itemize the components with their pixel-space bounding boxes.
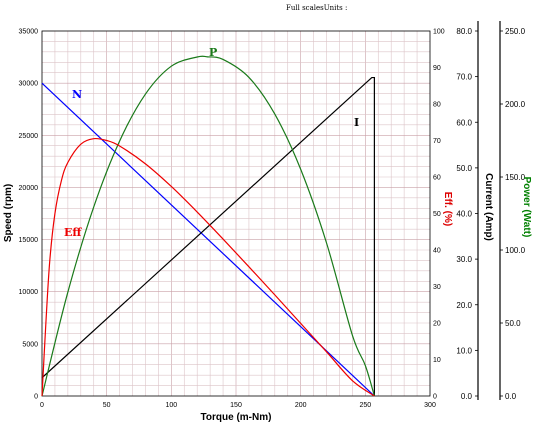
header-text: Full scalesUnits : (286, 4, 347, 12)
eff-tick-label: 10 (433, 357, 441, 364)
x-tick-label: 50 (103, 402, 111, 409)
current-tick-label: 10.0 (456, 346, 472, 355)
series-label-eff: Eff (64, 226, 82, 239)
speed-tick-label: 5000 (22, 341, 38, 348)
current-tick-label: 80.0 (456, 27, 472, 36)
eff-axis-title: Eff. (%) (442, 192, 453, 226)
current-tick-label: 0.0 (461, 392, 473, 401)
power-axis-title: Power (Watt) (521, 177, 532, 238)
speed-tick-label: 15000 (19, 237, 39, 244)
current-tick-label: 30.0 (456, 255, 472, 264)
current-axis-title: Current (Amp) (483, 173, 494, 241)
eff-tick-label: 50 (433, 211, 441, 218)
speed-tick-label: 30000 (19, 81, 39, 88)
speed-axis: 0 5000 10000 15000 20000 25000 30000 35000 (19, 29, 39, 401)
series-label-n: N (72, 88, 82, 101)
speed-tick-label: 10000 (19, 289, 39, 296)
series-label-p: P (209, 46, 217, 59)
x-tick-label: 200 (295, 402, 307, 409)
current-axis: 0.0 10.0 20.0 30.0 40.0 50.0 60.0 70.0 80.0 (456, 21, 479, 401)
current-tick-label: 60.0 (456, 118, 472, 127)
current-tick-label: 50.0 (456, 164, 472, 173)
eff-tick-label: 0 (433, 394, 437, 401)
eff-tick-label: 40 (433, 248, 441, 255)
speed-tick-label: 35000 (19, 29, 39, 36)
series-line-p (41, 55, 375, 397)
power-tick-label: 100.0 (505, 246, 526, 255)
current-tick-label: 40.0 (456, 210, 472, 219)
series-group (41, 55, 375, 397)
plot-frame (41, 30, 431, 397)
power-tick-label: 200.0 (505, 100, 526, 109)
eff-axis: 0 10 20 30 40 50 60 70 80 90 100 (433, 29, 445, 401)
current-tick-label: 20.0 (456, 301, 472, 310)
x-axis-title: Torque (m-Nm) (201, 412, 272, 423)
current-tick-label: 70.0 (456, 73, 472, 82)
power-tick-label: 50.0 (505, 319, 521, 328)
eff-tick-label: 80 (433, 102, 441, 109)
speed-tick-label: 25000 (19, 133, 39, 140)
power-tick-label: 250.0 (505, 27, 526, 36)
series-line-eff (41, 137, 375, 397)
x-tick-label: 300 (424, 402, 436, 409)
power-tick-label: 0.0 (505, 392, 517, 401)
x-tick-label: 0 (40, 402, 44, 409)
eff-tick-label: 70 (433, 138, 441, 145)
series-line-i (41, 76, 375, 396)
grid (42, 31, 430, 396)
eff-tick-label: 100 (433, 29, 445, 36)
eff-tick-label: 20 (433, 321, 441, 328)
series-label-i: I (354, 116, 359, 129)
x-tick-label: 100 (165, 402, 177, 409)
speed-tick-label: 20000 (19, 185, 39, 192)
power-tick-label: 150.0 (505, 173, 526, 182)
speed-tick-label: 0 (34, 394, 38, 401)
speed-axis-title: Speed (rpm) (3, 184, 14, 242)
eff-tick-label: 30 (433, 284, 441, 291)
x-tick-label: 150 (230, 402, 242, 409)
eff-tick-label: 90 (433, 65, 441, 72)
torque-axis: 0 50 100 150 200 250 300 (40, 402, 436, 409)
eff-tick-label: 60 (433, 175, 441, 182)
power-axis: 0.0 50.0 100.0 150.0 200.0 250.0 (499, 21, 526, 401)
x-tick-label: 250 (359, 402, 371, 409)
